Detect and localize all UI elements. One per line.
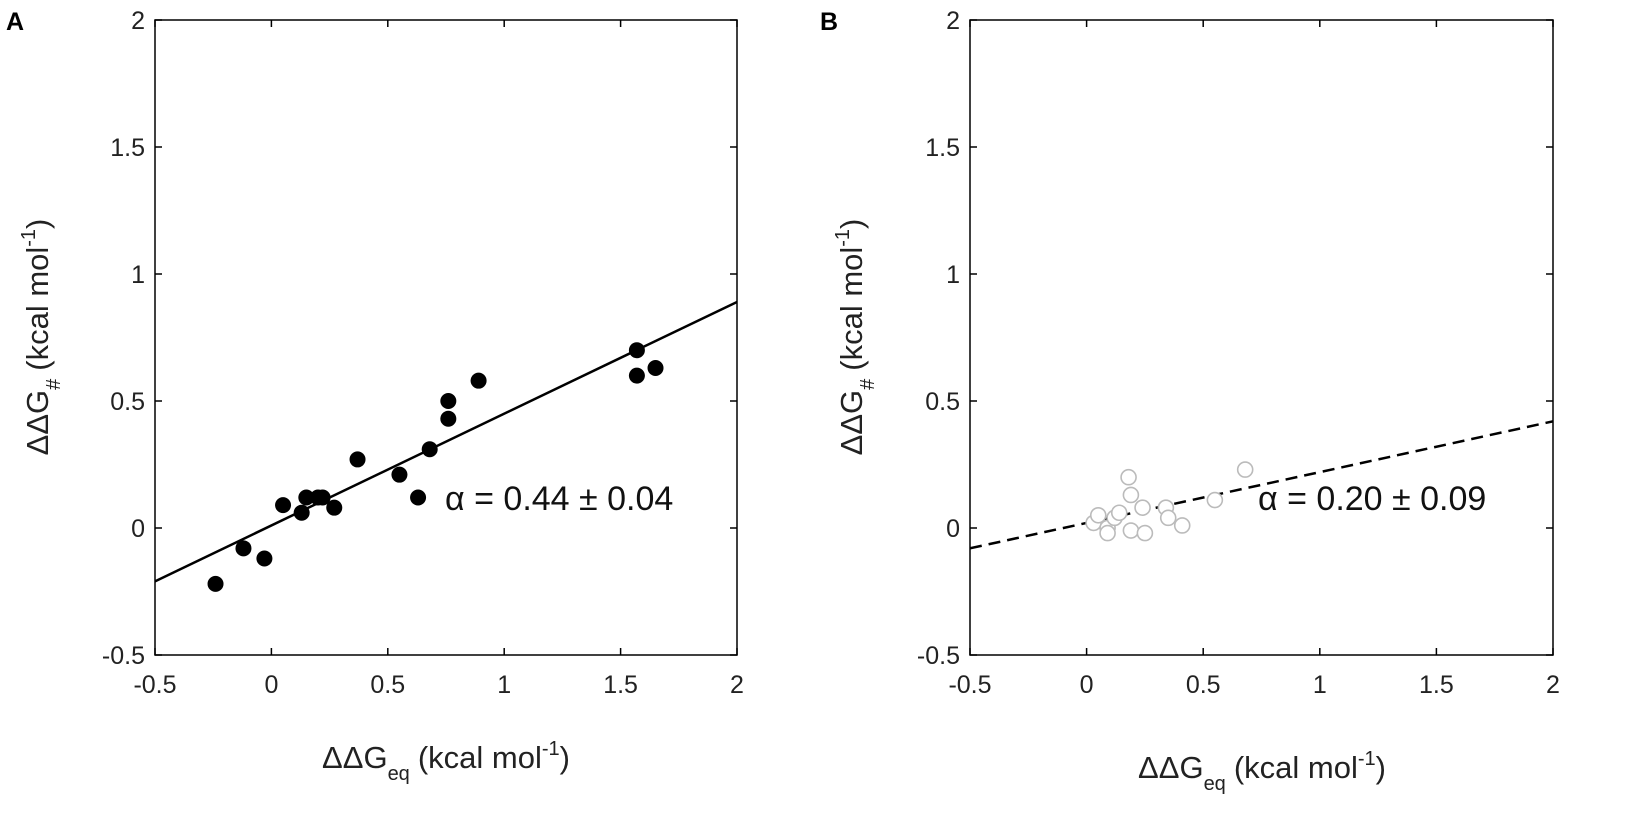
alpha-annotation: α = 0.20 ± 0.09: [1258, 480, 1486, 518]
data-point: [440, 393, 457, 409]
data-point: [293, 504, 310, 521]
panel-label: B: [820, 8, 838, 36]
x-label-exp: -1: [1358, 748, 1376, 770]
y-axis-label: ΔΔG# (kcal mol-1): [832, 219, 879, 456]
x-tick-label: -0.5: [133, 671, 176, 699]
x-label-sub: eq: [1204, 773, 1226, 795]
x-tick-label: 1.5: [1419, 671, 1454, 699]
y-tick-label: 2: [131, 7, 145, 35]
data-point: [1206, 491, 1224, 509]
y-label-exp: -1: [832, 229, 854, 247]
y-label-main: ΔΔG: [834, 390, 869, 456]
y-label-close: ): [834, 219, 869, 229]
data-point: [1136, 524, 1154, 542]
data-point: [1122, 522, 1140, 539]
data-point: [298, 489, 315, 506]
x-label-close: ): [560, 740, 570, 775]
data-point: [1236, 461, 1254, 478]
y-tick-label: -0.5: [102, 642, 145, 670]
y-label-unit: (kcal mol: [20, 247, 55, 371]
plot-frame: [969, 19, 1554, 656]
data-point: [470, 372, 487, 389]
data-point: [314, 489, 331, 506]
y-label-sub: #: [857, 378, 879, 390]
y-label-sub: #: [43, 378, 65, 390]
x-tick-label: 1: [497, 671, 511, 699]
data-point: [628, 342, 645, 359]
y-label-main: ΔΔG: [20, 390, 55, 456]
x-tick-label: 2: [730, 671, 744, 699]
data-point: [410, 489, 427, 506]
data-point: [349, 451, 366, 468]
data-point: [1122, 486, 1140, 504]
y-tick-label: 2: [946, 7, 960, 35]
data-point: [628, 367, 645, 384]
y-tick-label: 1: [131, 261, 145, 289]
y-tick-label: 1.5: [110, 134, 145, 162]
data-point: [207, 575, 224, 592]
x-tick-label: 1: [1313, 671, 1327, 699]
data-point: [326, 499, 343, 516]
x-tick-label: 0.5: [1186, 671, 1221, 699]
x-label-exp: -1: [542, 738, 560, 760]
panel-label: A: [6, 8, 24, 36]
data-point: [1099, 524, 1116, 542]
y-tick-label: 0.5: [110, 388, 145, 416]
x-tick-label: 0: [264, 671, 278, 699]
x-axis-label: ΔΔGeq (kcal mol-1): [1138, 748, 1386, 795]
fit-line: [970, 420, 1553, 550]
data-point: [421, 441, 438, 458]
x-label-unit: (kcal mol: [1234, 750, 1358, 785]
x-axis-label: ΔΔGeq (kcal mol-1): [322, 738, 570, 785]
x-tick-label: 1.5: [603, 671, 638, 699]
data-point: [440, 410, 457, 427]
x-label-main: ΔΔG: [1138, 750, 1204, 785]
y-tick-label: 1.5: [925, 134, 960, 162]
y-tick-label: 1: [946, 261, 960, 289]
x-label-main: ΔΔG: [322, 740, 388, 775]
x-tick-label: 0.5: [370, 671, 405, 699]
data-point: [256, 550, 273, 567]
data-point: [647, 359, 664, 376]
x-tick-label: 2: [1546, 671, 1560, 699]
data-point: [235, 540, 252, 557]
y-tick-label: 0: [131, 515, 145, 543]
x-tick-label: -0.5: [948, 671, 991, 699]
data-point: [1173, 517, 1191, 534]
data-point: [1134, 499, 1151, 516]
x-label-sub: eq: [388, 763, 410, 785]
x-label-close: ): [1376, 750, 1386, 785]
y-tick-label: 0.5: [925, 388, 960, 416]
y-tick-label: 0: [946, 515, 960, 543]
data-point: [1159, 509, 1177, 527]
data-point: [1120, 468, 1137, 486]
x-label-unit: (kcal mol: [418, 740, 542, 775]
data-point: [1110, 504, 1128, 522]
y-label-unit: (kcal mol: [834, 247, 869, 371]
y-label-exp: -1: [18, 229, 40, 247]
fit-line: [155, 300, 737, 583]
y-label-close: ): [20, 219, 55, 229]
y-axis-label: ΔΔG# (kcal mol-1): [18, 219, 65, 456]
data-point: [1089, 506, 1107, 524]
data-point: [391, 466, 408, 483]
y-tick-label: -0.5: [917, 642, 960, 670]
alpha-annotation: α = 0.44 ± 0.04: [445, 480, 673, 518]
plot-frame: [154, 19, 738, 656]
x-tick-label: 0: [1080, 671, 1094, 699]
data-point: [275, 497, 292, 514]
